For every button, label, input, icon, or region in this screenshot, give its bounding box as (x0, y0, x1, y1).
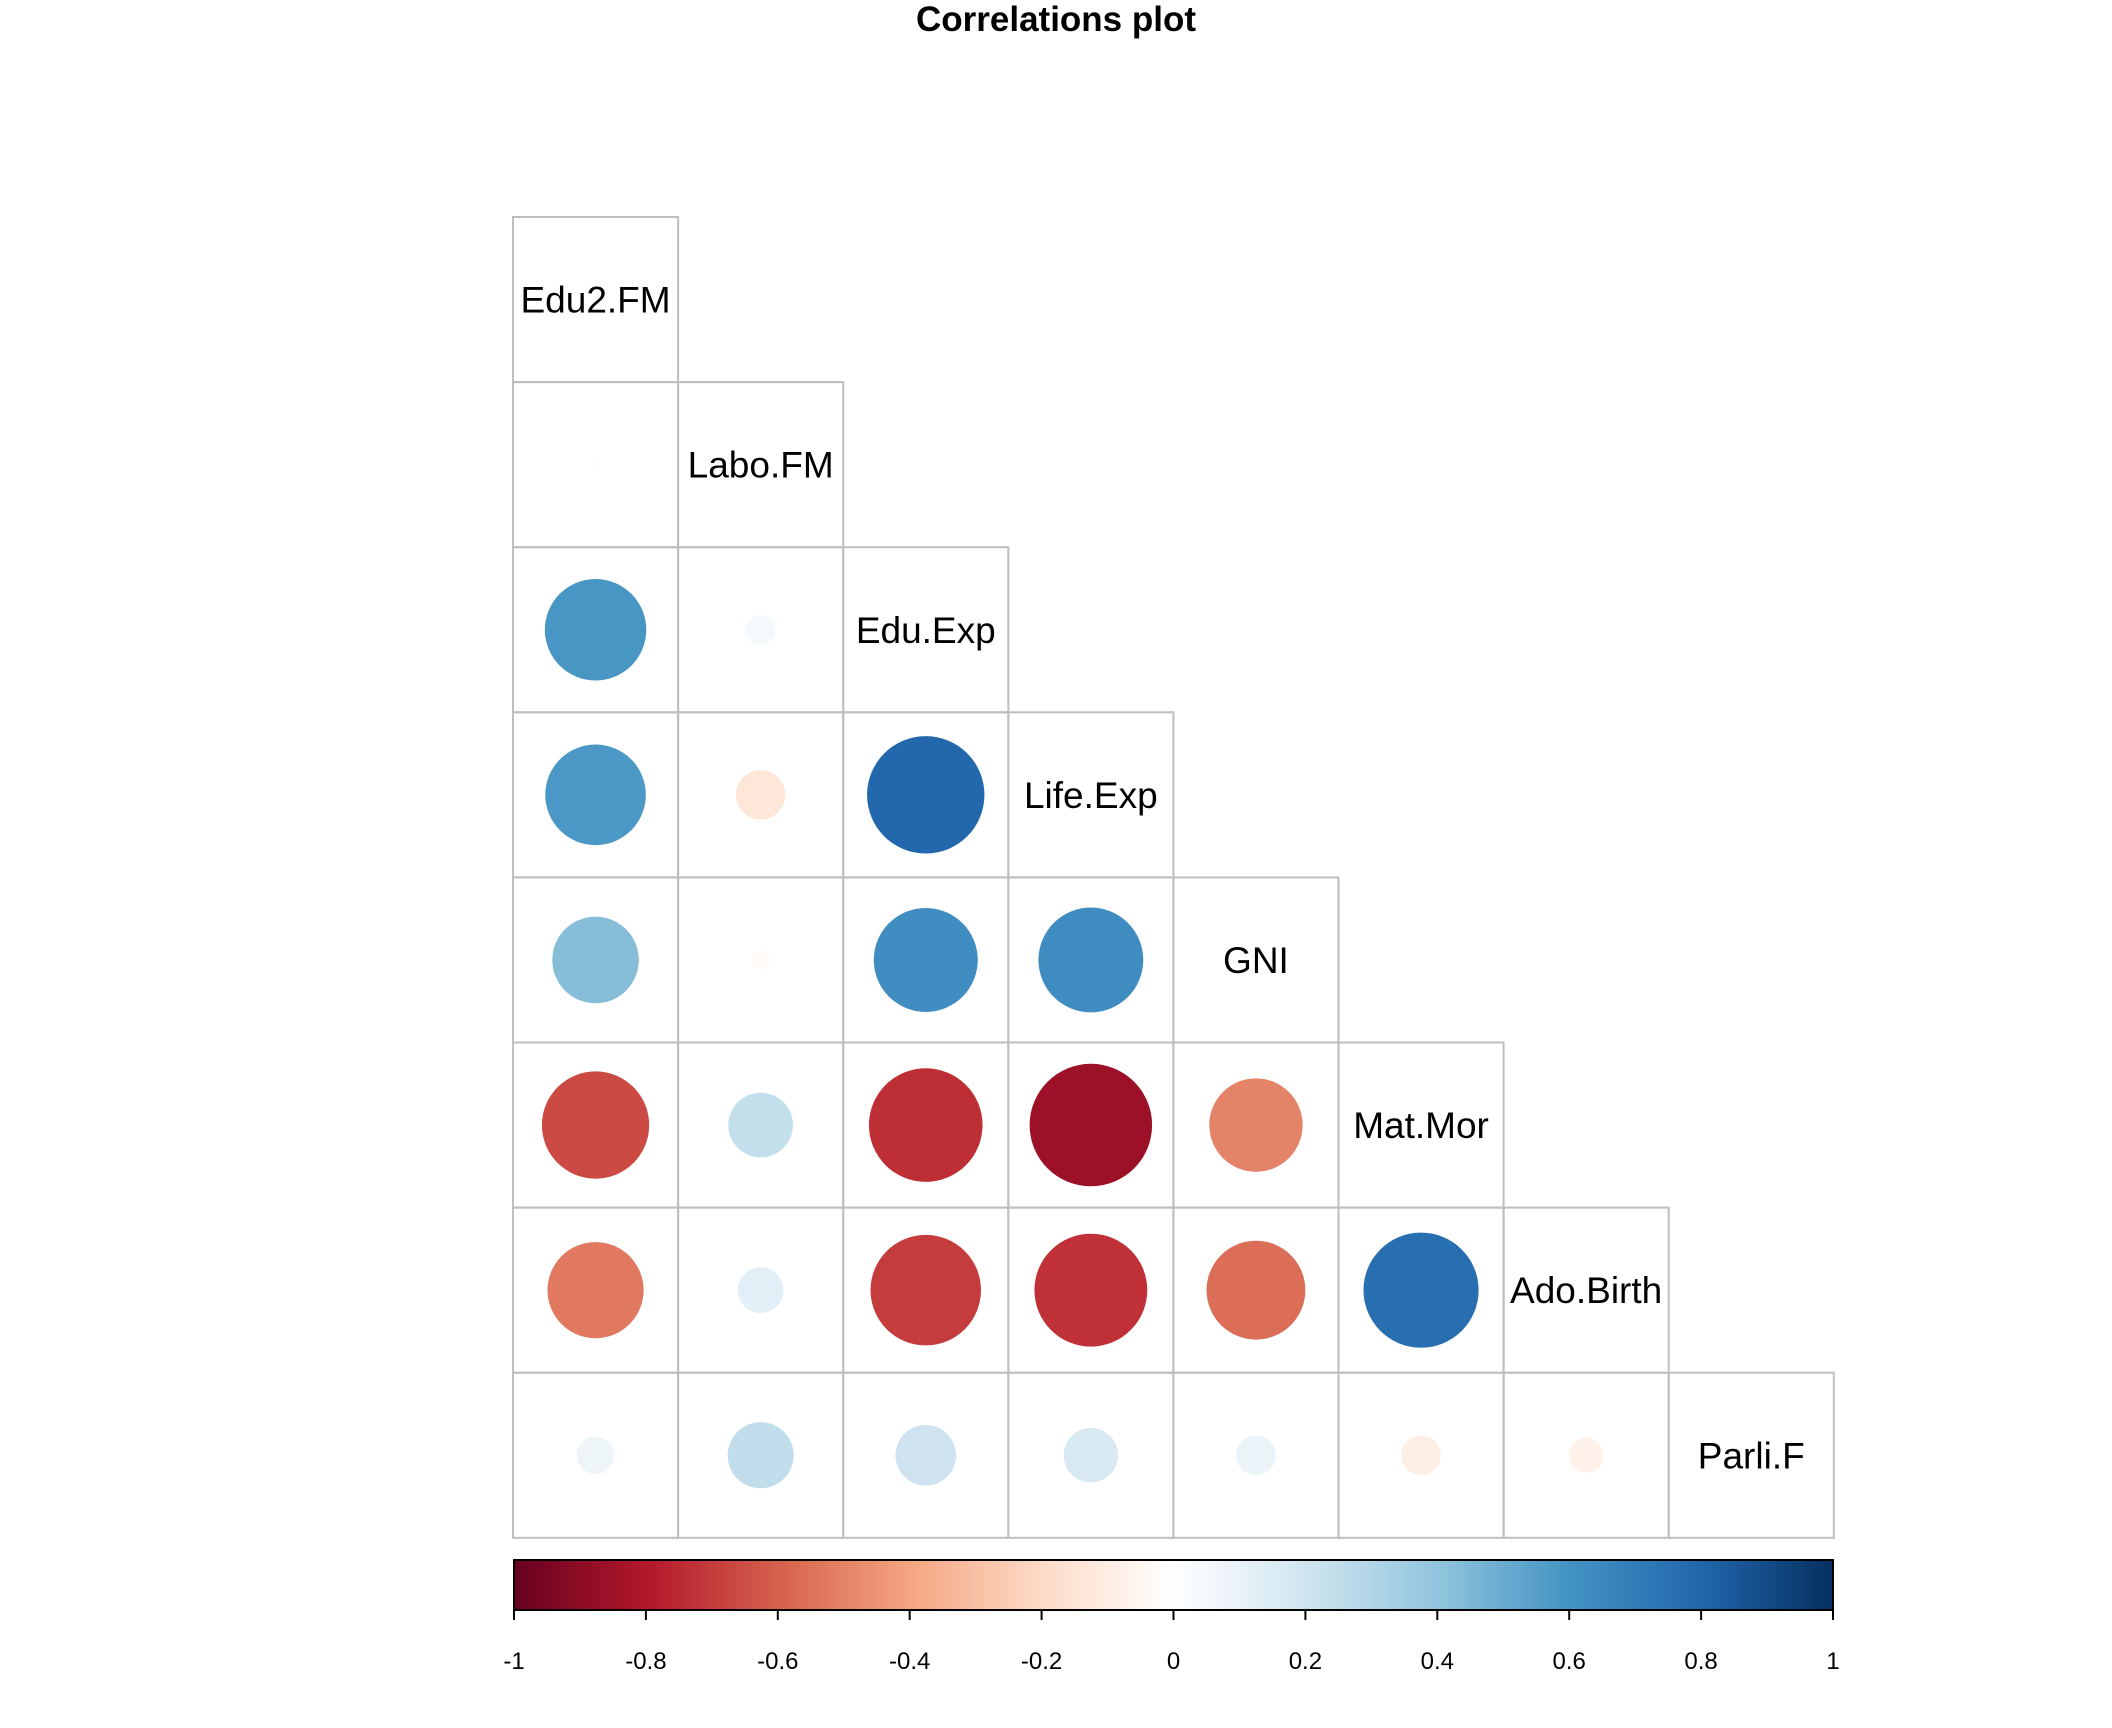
color-bar-tick-label: 0.8 (1684, 1648, 1717, 1675)
correlation-circle (1236, 1435, 1276, 1476)
color-bar-tick-label: 0.2 (1289, 1648, 1322, 1675)
color-bar-tick-label: -0.2 (1021, 1648, 1062, 1675)
correlation-circle (728, 1092, 794, 1158)
color-bar-tick-label: 1 (1826, 1648, 1839, 1675)
correlation-circle (751, 950, 770, 970)
correlation-circle (1034, 1233, 1148, 1347)
color-bar-tick-label: -1 (503, 1648, 524, 1675)
color-bar-tick-label: -0.4 (889, 1648, 930, 1675)
correlation-circle (1206, 1240, 1306, 1340)
variable-label: Mat.Mor (1353, 1105, 1489, 1146)
correlation-circle (867, 736, 985, 854)
variable-label: Ado.Birth (1510, 1270, 1662, 1311)
correlation-circle (868, 1068, 983, 1182)
correlation-circle (1038, 907, 1144, 1013)
correlation-circle (727, 1422, 794, 1489)
correlation-circle (588, 458, 603, 472)
correlation-circle (545, 744, 646, 846)
correlation-circle (552, 916, 639, 1004)
correlation-circle (1063, 1428, 1119, 1483)
color-bar-tick-label: 0.6 (1553, 1648, 1586, 1675)
color-bar (513, 1559, 1834, 1611)
variable-label: Labo.FM (688, 445, 834, 486)
variable-label: Edu.Exp (856, 610, 996, 651)
color-bar-tick-label: -0.6 (757, 1648, 798, 1675)
correlation-circle (1209, 1078, 1303, 1172)
chart-title: Correlations plot (915, 0, 1197, 39)
correlation-circle (895, 1424, 957, 1486)
color-legend: -1 -0.8 -0.6 -0.4 -0.2 0 0.2 0.4 0.6 0.8 1 (503, 1559, 1840, 1675)
variable-label: Parli.F (1698, 1435, 1805, 1476)
correlation-circle (745, 614, 776, 645)
correlation-circle (1363, 1232, 1479, 1348)
grid-cell (1667, 1371, 1835, 1539)
correlation-circle (576, 1436, 615, 1474)
correlation-circle (1401, 1435, 1441, 1476)
correlation-circle (1029, 1063, 1153, 1187)
correlation-circles (541, 458, 1604, 1489)
color-bar-tick-label: 0.4 (1421, 1648, 1454, 1675)
correlation-circle (541, 1071, 650, 1179)
variable-label: Life.Exp (1024, 775, 1158, 816)
cell-grid (512, 216, 1835, 1539)
correlation-circle (544, 579, 647, 681)
color-bar-tick-label: -0.8 (625, 1648, 666, 1675)
variable-label: GNI (1223, 940, 1289, 981)
variable-label: Edu2.FM (520, 280, 670, 321)
correlation-circle (547, 1242, 644, 1339)
correlation-circle (737, 1267, 784, 1314)
diagonal-labels: Edu2.FM Labo.FM Edu.Exp Life.Exp GNI Mat.Mor A… (520, 280, 1804, 1477)
color-bar-tick-label: 0 (1167, 1648, 1180, 1675)
correlation-circle (1568, 1437, 1604, 1473)
correlation-circle (870, 1234, 982, 1346)
correlation-circle (873, 907, 978, 1012)
correlation-circle (735, 770, 786, 820)
